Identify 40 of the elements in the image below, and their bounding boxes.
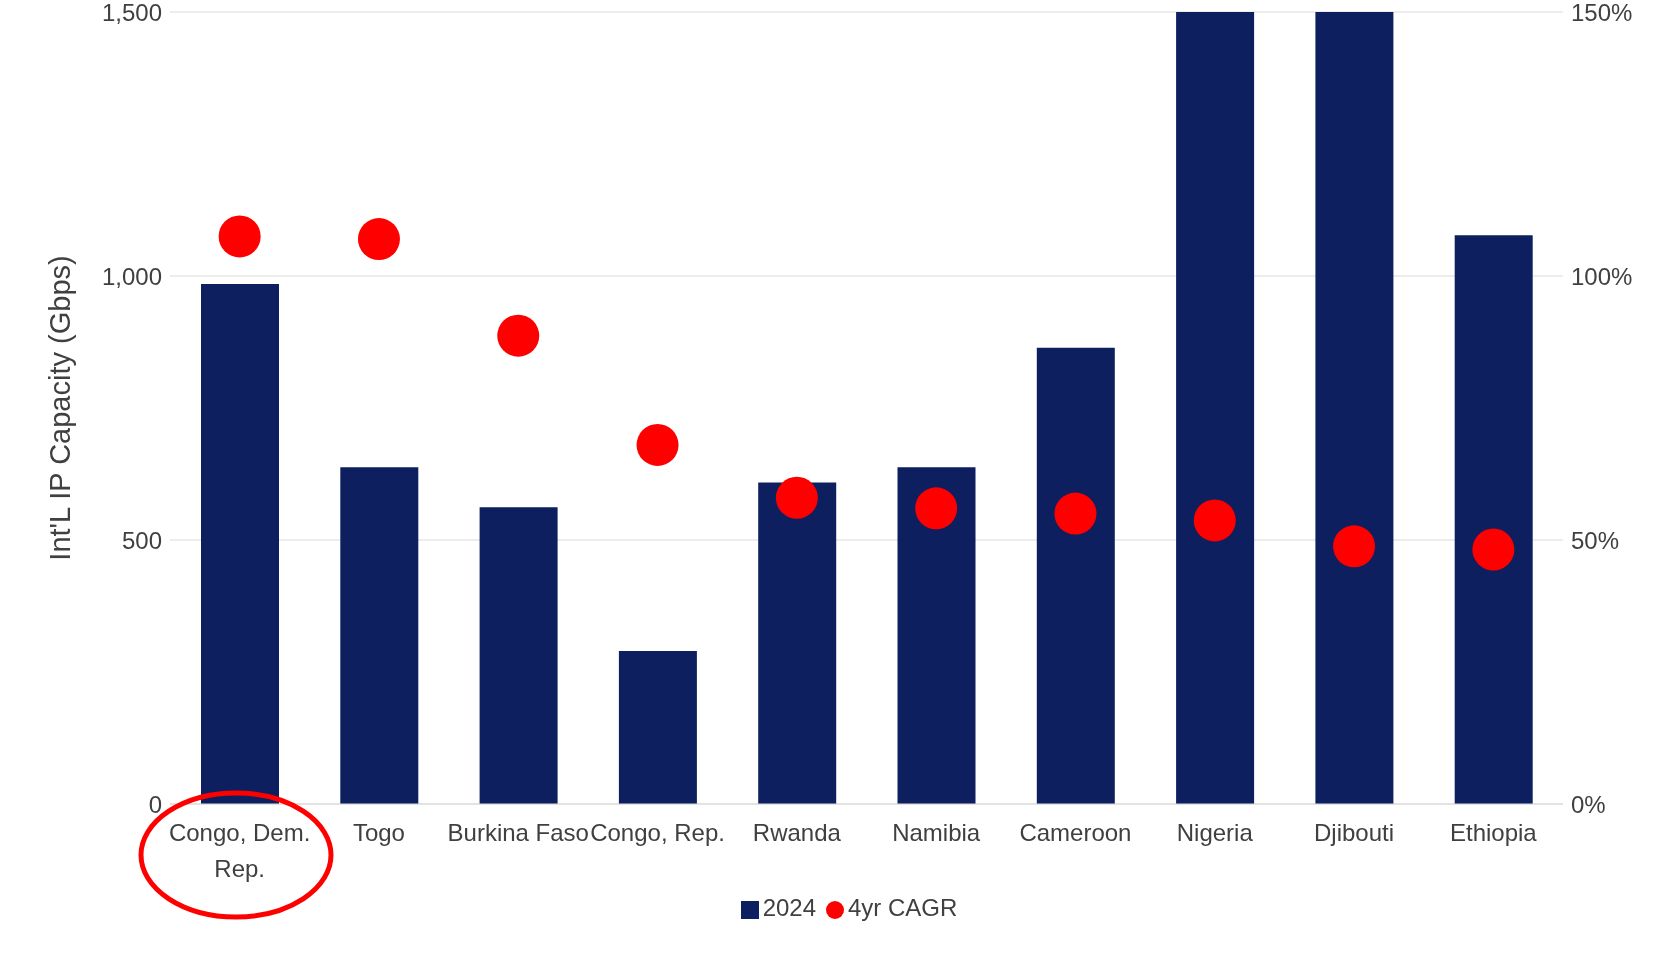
point xyxy=(1193,499,1236,542)
y2-tick-label: 100% xyxy=(1571,262,1633,290)
y-tick-label: 0 xyxy=(148,790,162,818)
legend-label: 2024 xyxy=(762,894,817,921)
y-tick-label: 500 xyxy=(121,526,162,554)
point xyxy=(1472,528,1515,571)
x-tick-label: Togo xyxy=(352,819,405,847)
bar xyxy=(340,467,419,804)
x-tick-label: Burkina Faso xyxy=(447,819,589,847)
point xyxy=(497,314,540,357)
bar xyxy=(1454,235,1533,804)
point xyxy=(775,476,818,519)
bar xyxy=(1036,347,1115,804)
y-tick-label: 1,000 xyxy=(101,262,162,290)
x-tick-label: Ethiopia xyxy=(1449,819,1538,847)
y2-tick-label: 0% xyxy=(1571,790,1606,818)
point xyxy=(1054,492,1097,535)
y-tick-label: 1,500 xyxy=(101,0,162,26)
point xyxy=(218,215,261,258)
point xyxy=(915,487,958,530)
bar xyxy=(1315,12,1394,804)
point xyxy=(1333,525,1376,568)
bar xyxy=(1176,12,1255,804)
bar xyxy=(897,467,976,804)
x-tick-label: Cameroon xyxy=(1019,819,1132,847)
point xyxy=(357,218,400,261)
x-tick-label: Djibouti xyxy=(1314,819,1395,847)
x-tick-label: Rwanda xyxy=(752,819,842,847)
x-tick-label: Namibia xyxy=(892,819,981,847)
bar xyxy=(479,507,558,804)
y2-tick-label: 50% xyxy=(1571,526,1620,554)
x-tick-label: Nigeria xyxy=(1176,819,1254,847)
x-tick-label: Congo, Dem. Rep. xyxy=(168,819,311,883)
point xyxy=(636,423,679,466)
x-tick-label: Congo, Rep. xyxy=(590,819,725,847)
y2-tick-label: 150% xyxy=(1571,0,1633,26)
legend-label: 4yr CAGR xyxy=(848,894,958,921)
y-axis-title: Int'L IP Capacity (Gbps) xyxy=(44,255,77,561)
bar xyxy=(618,650,697,804)
bar xyxy=(758,482,837,804)
